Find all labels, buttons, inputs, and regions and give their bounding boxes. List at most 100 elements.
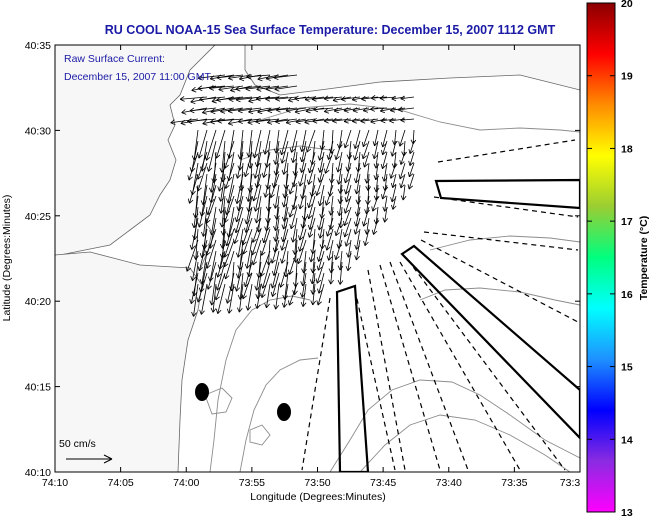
current-vector	[251, 173, 262, 202]
current-vector	[285, 107, 307, 113]
current-vector	[372, 140, 379, 160]
current-vector	[289, 129, 298, 153]
current-vector	[275, 95, 298, 102]
y-tick-label: 40:30	[25, 125, 51, 137]
current-vector	[273, 206, 280, 231]
x-tick-label: 73:55	[239, 477, 265, 489]
current-vector	[199, 96, 226, 103]
current-vector	[294, 95, 316, 102]
current-vector	[380, 151, 388, 170]
colorbar-label: Temperature (°C)	[638, 216, 650, 301]
current-vector	[323, 95, 343, 102]
current-vector	[310, 283, 317, 306]
current-vector	[298, 162, 307, 187]
colorbar-tick-label: 19	[621, 71, 633, 83]
current-vector	[202, 107, 226, 115]
current-vector	[361, 206, 370, 227]
current-vector	[306, 184, 316, 209]
y-tick-label: 40:10	[25, 467, 51, 479]
current-vector	[380, 107, 397, 114]
current-vector	[343, 162, 352, 184]
current-vector	[260, 272, 271, 298]
current-vector	[363, 228, 370, 246]
current-vector	[220, 107, 244, 114]
y-tick-label: 40:25	[25, 211, 51, 223]
current-vector	[408, 151, 415, 166]
current-vector	[390, 140, 397, 157]
map-title: RU COOL NOAA-15 Sea Surface Temperature:…	[105, 23, 556, 37]
current-vector	[245, 85, 271, 92]
colorbar-tick-label: 18	[621, 143, 633, 155]
current-vector	[316, 250, 325, 271]
current-vector	[400, 184, 407, 201]
current-vector	[381, 184, 388, 200]
current-vector	[390, 184, 397, 203]
current-vector	[237, 118, 262, 124]
current-vector	[235, 228, 244, 258]
current-vector	[298, 184, 307, 210]
current-vector	[259, 250, 271, 277]
current-vector	[279, 129, 289, 156]
current-vector	[270, 239, 280, 264]
current-vector	[224, 162, 235, 189]
current-vector	[313, 106, 334, 113]
current-vector	[326, 239, 334, 261]
current-vector	[325, 228, 334, 251]
current-vector	[370, 106, 388, 112]
current-vector	[205, 239, 217, 269]
current-vector	[253, 151, 262, 179]
current-vector	[298, 217, 307, 241]
colorbar-tick-label: 13	[621, 507, 633, 518]
current-vector	[190, 250, 199, 281]
current-vector	[316, 283, 325, 306]
current-vector	[333, 107, 352, 114]
current-vector	[199, 283, 208, 315]
current-vector	[323, 117, 343, 124]
current-vector	[216, 74, 244, 81]
current-vector	[275, 106, 298, 113]
x-tick-label: 73:45	[370, 477, 396, 489]
x-tick-label: 74:10	[42, 477, 68, 489]
current-vector	[296, 239, 307, 264]
buoy-marker-2	[277, 403, 291, 421]
current-vector	[391, 195, 397, 210]
current-vector	[311, 96, 334, 102]
current-vector	[278, 261, 289, 288]
current-vector	[380, 117, 397, 124]
y-axis-label: Latitude (Degrees:Minutes)	[1, 195, 13, 322]
current-vector	[247, 118, 271, 125]
current-vector	[237, 107, 262, 114]
colorbar-tick-label: 20	[621, 0, 633, 10]
colorbar-tick-label: 16	[621, 289, 633, 301]
current-vector	[343, 118, 361, 124]
current-vector	[189, 217, 199, 250]
current-vector	[288, 195, 298, 218]
current-vector	[270, 272, 280, 297]
current-vector	[215, 283, 226, 314]
current-vector	[325, 217, 334, 237]
current-vector	[317, 184, 325, 207]
current-vector	[371, 217, 379, 235]
current-vector	[196, 162, 208, 192]
current-vector	[351, 118, 370, 124]
current-vector	[371, 195, 379, 212]
current-vector	[267, 118, 289, 125]
land-area-new-jersey	[55, 251, 203, 472]
current-vector	[399, 173, 406, 189]
current-vector	[217, 162, 226, 192]
current-vector	[281, 283, 289, 308]
current-vector	[197, 239, 208, 272]
colorbar-tick-label: 14	[621, 434, 633, 446]
current-vector	[380, 129, 388, 148]
current-vector	[343, 129, 352, 149]
current-vector	[398, 129, 406, 147]
antenna-beam-polygons	[335, 178, 580, 472]
current-vector	[397, 106, 415, 113]
current-vector	[280, 140, 289, 164]
current-vector	[307, 217, 316, 238]
current-vector	[334, 239, 343, 261]
current-vector	[351, 96, 370, 102]
current-vector	[250, 228, 262, 256]
y-tick-label: 40:15	[25, 382, 51, 394]
